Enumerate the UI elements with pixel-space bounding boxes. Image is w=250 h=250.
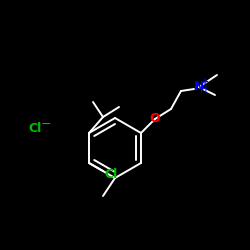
Text: Cl: Cl (28, 122, 42, 134)
Text: H: H (200, 85, 208, 95)
Text: −: − (41, 118, 51, 130)
Text: Cl: Cl (104, 168, 118, 181)
Text: N: N (194, 80, 204, 94)
Text: O: O (150, 112, 160, 126)
Text: +: + (201, 77, 209, 87)
